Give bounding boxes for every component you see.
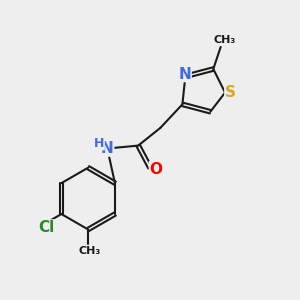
Text: Cl: Cl [38, 220, 54, 235]
Text: CH₃: CH₃ [213, 35, 235, 46]
Text: N: N [178, 67, 191, 82]
Text: O: O [149, 162, 162, 177]
Text: H: H [94, 137, 104, 150]
Text: N: N [101, 141, 114, 156]
Text: CH₃: CH₃ [79, 246, 101, 256]
Text: S: S [225, 85, 236, 100]
